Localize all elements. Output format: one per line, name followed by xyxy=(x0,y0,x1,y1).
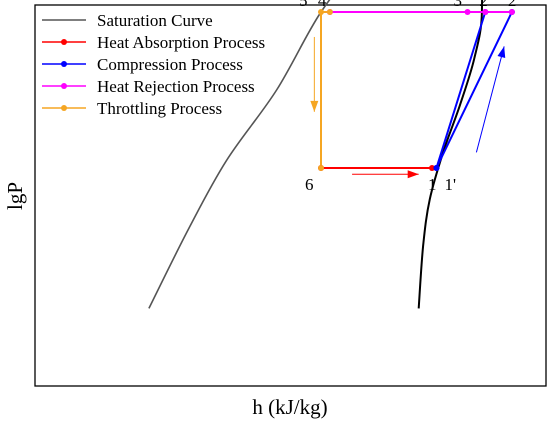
saturated-vapor-line-line xyxy=(417,0,484,309)
marker-layer xyxy=(318,9,515,171)
legend-swatch-dot xyxy=(61,105,67,111)
legend-entry-label: Saturation Curve xyxy=(97,11,213,30)
throttling-process-line xyxy=(320,11,330,168)
state-point-label: 1 xyxy=(428,175,437,194)
state-point-label: 3 xyxy=(454,0,463,10)
plot-frame xyxy=(34,4,547,387)
heat-rejection-process-point xyxy=(482,9,489,15)
compression-process-line xyxy=(435,11,487,169)
legend: Saturation Curve Heat Absorption Process C… xyxy=(42,11,265,118)
throttling-process-point xyxy=(318,9,324,15)
state-point-label: 6 xyxy=(305,175,314,194)
heat-rejection-process-point xyxy=(464,9,471,15)
state-point-label: 2' xyxy=(508,0,520,10)
state-point-label: 1' xyxy=(444,175,456,194)
saturation-curve-line xyxy=(148,0,331,309)
state-point-label: 5 xyxy=(299,0,308,10)
legend-entry-label: Throttling Process xyxy=(97,99,222,118)
heat-rejection-process-point xyxy=(508,9,515,15)
legend-entry-label: Compression Process xyxy=(97,55,243,74)
y-axis-title: lgP xyxy=(3,182,27,210)
legend-entry-label: Heat Rejection Process xyxy=(97,77,255,96)
legend-entry-label: Heat Absorption Process xyxy=(97,33,265,52)
arrow-layer xyxy=(310,36,506,179)
heat-absorption-process-point xyxy=(429,165,435,171)
direction-arrow-head xyxy=(310,100,319,112)
direction-arrow-head xyxy=(407,170,419,179)
state-point-label: 2 xyxy=(479,0,488,10)
state-point-label: 4 xyxy=(318,0,327,10)
compression-process-line xyxy=(435,11,513,169)
point-label-layer: 1 1' 2 2' 3 45 6 xyxy=(299,0,519,194)
x-axis-title: h (kJ/kg) xyxy=(252,395,327,419)
direction-arrow-shaft xyxy=(475,46,505,153)
direction-arrow-head xyxy=(497,46,506,58)
throttling-process-point xyxy=(326,9,333,15)
compression-process-point xyxy=(433,165,440,171)
legend-swatch-dot xyxy=(61,61,67,67)
legend-swatch-dot xyxy=(61,39,67,45)
legend-swatch-dot xyxy=(61,83,67,89)
series-layer xyxy=(148,0,513,309)
throttling-process-point xyxy=(318,165,324,171)
